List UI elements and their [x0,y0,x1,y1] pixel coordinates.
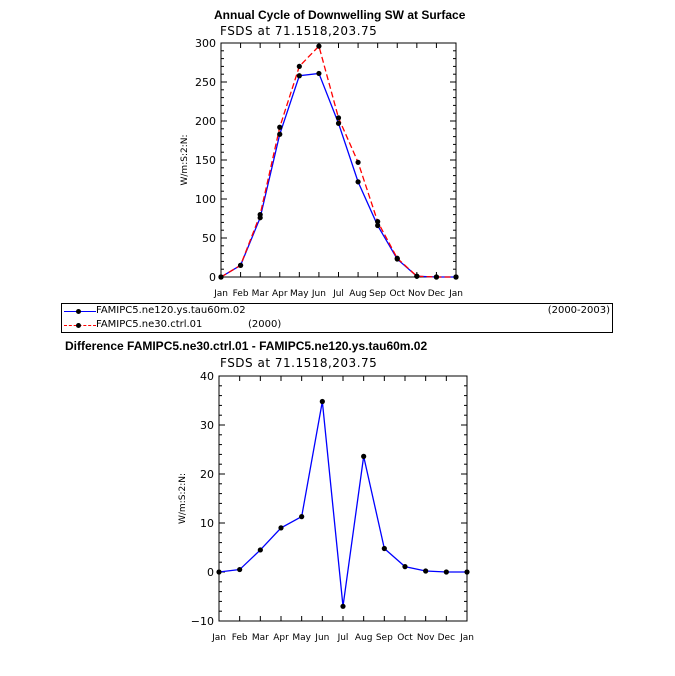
chart-1-title: Annual Cycle of Downwelling SW at Surfac… [214,8,466,22]
chart-1-y-tick-label: 250 [195,76,216,89]
chart-1-subtitle: FSDS at 71.1518,203.75 [220,24,378,38]
chart-1-series-1-point [433,274,440,280]
chart-2-series-0-point [381,545,387,552]
chart-2-x-tick-label: Jan [211,633,226,643]
chart-1-series-1-point [414,273,420,279]
chart-2-x-tick-label: Jul [337,633,349,643]
legend: FAMIPC5.ne120.ys.tau60m.02 (2000-2003) F… [61,303,613,333]
chart-2-x-tick-label: Jun [314,633,329,643]
chart-1-x-tick-label: Dec [428,289,445,299]
chart-2-series-0-point [423,568,429,574]
chart-2-y-tick-label: 40 [200,370,214,383]
chart-1-x-tick-label: Oct [389,289,405,299]
chart-1-x-tick-label: May [290,289,309,299]
legend-entry-ne120: FAMIPC5.ne120.ys.tau60m.02 (2000-2003) [62,305,612,319]
chart-1-x-tick-label: Apr [272,289,288,299]
chart-2-series-0-point [443,569,449,575]
chart-1-series-1-point [237,262,244,268]
chart-2-plot-frame [218,375,468,622]
chart-1-y-tick-label: 300 [195,37,216,50]
chart-2-series-0-line [218,401,467,607]
chart-1-x-tick-label: Aug [349,289,367,299]
chart-2-y-tick-label: 0 [207,566,214,579]
chart-1-series-0-point [277,131,283,137]
chart-2-series-0-point [278,525,284,531]
chart-1-series-1-point [296,63,302,69]
chart-2-series-0-point [319,398,325,405]
chart-1-plot-frame [220,42,457,278]
chart-1-series-1-point [453,274,459,280]
chart-2-series-0-point [257,547,263,553]
chart-2-x-tick-label: Feb [232,633,248,643]
chart-1-y-tick-label: 150 [195,154,216,167]
chart-1-series-1-point [257,212,263,218]
chart-2-x-tick-label: Aug [355,633,373,643]
chart-2-x-tick-label: Mar [252,633,269,643]
legend-label-ne120: FAMIPC5.ne120.ys.tau60m.02 [96,305,246,316]
legend-period-ne30: (2000) [248,319,282,330]
legend-label-ne30: FAMIPC5.ne30.ctrl.01 [96,319,203,330]
chart-1-x-tick-label: Feb [233,289,249,299]
chart-1-y-tick-label: 50 [202,232,216,245]
chart-1-series-1-point [394,255,400,261]
chart-1-x-tick-label: Nov [408,289,426,299]
legend-period-ne120: (2000-2003) [547,305,610,316]
chart-1-y-tick-label: 200 [195,115,216,128]
chart-2-x-tick-label: Sep [376,633,393,643]
chart-2-x-tick-label: Apr [273,633,289,643]
chart-2-series-0-point [299,514,305,520]
chart-1-x-tick-label: Jun [311,289,326,299]
chart-2-x-tick-label: Oct [397,633,413,643]
chart-2-series-0-point [216,569,222,575]
legend-entry-ne30: FAMIPC5.ne30.ctrl.01 (2000) [62,319,612,333]
chart-1-x-tick-label: Sep [369,289,386,299]
chart-2-series-0-point [340,603,346,609]
chart-1-x-tick-label: Jan [448,289,463,299]
chart-1-series-0-point [296,73,302,79]
chart-1-x-tick-label: Jan [213,289,228,299]
chart-2-y-tick-label: 10 [200,517,214,530]
chart-1-x-tick-label: Jul [332,289,344,299]
chart-2-y-tick-label: 30 [200,419,214,432]
legend-marker-dot [76,309,81,314]
chart-2-series-0-point [402,564,408,570]
chart-1-series-1-point [277,124,283,130]
legend-marker-dot [76,323,81,328]
chart-1-series-1-point [218,274,224,280]
chart-1-y-axis-label: W/m:S:2:N: [180,135,190,186]
chart-2-x-tick-label: Dec [438,633,455,643]
chart-2-y-tick-label: −10 [191,615,214,628]
chart-1-series-1-point [375,219,381,225]
chart-1-series-0-point [316,70,322,77]
chart-2-x-tick-label: May [292,633,311,643]
chart-1-y-tick-label: 100 [195,193,216,206]
chart-2-subtitle: FSDS at 71.1518,203.75 [220,356,378,370]
chart-2-series-0-point [237,566,243,573]
chart-1-series-0-point [335,120,342,126]
chart-1-series-0-point [355,179,361,185]
chart-1-series-1-point [316,43,322,49]
chart-2-x-tick-label: Nov [417,633,435,643]
chart-1-series-1-point [335,115,342,121]
chart-1-series-1-point [355,159,361,165]
chart-1-series-0-line [220,72,456,278]
chart-2-y-tick-label: 20 [200,468,214,481]
chart-1-series-0-point [375,222,381,229]
chart-1-series-1-line [220,44,456,278]
chart-2-series-0-point [361,453,367,459]
chart-2-x-tick-label: Jan [459,633,474,643]
chart-2-series-0-point [464,569,470,575]
chart-1-x-tick-label: Mar [252,289,269,299]
chart-2-y-axis-label: W/m:S:2:N: [178,473,188,524]
chart-1-y-tick-label: 0 [209,271,216,284]
chart-2-title: Difference FAMIPC5.ne30.ctrl.01 - FAMIPC… [65,339,428,353]
